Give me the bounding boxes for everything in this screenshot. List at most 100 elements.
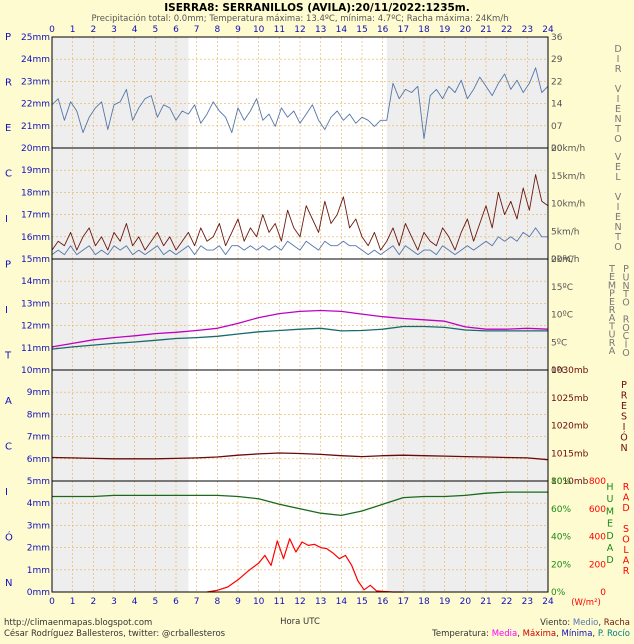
left-tick-0: 25mm — [21, 33, 50, 43]
right-title-vel-char-0: V — [615, 152, 622, 163]
right-tick-pres-3: 1015mb — [551, 449, 589, 459]
right-title-temp-char-1: E — [609, 272, 615, 283]
series-temp-min — [51, 325, 548, 350]
right-title-humedad-char-0: H — [606, 482, 613, 493]
right-tick-hum-1: 60% — [551, 505, 571, 515]
legend-sep-1: , — [598, 618, 603, 628]
x-tick-bottom-7: 7 — [194, 597, 200, 607]
right-title-temp-char-10: A — [609, 346, 616, 357]
right-tick-dir-1: 29 — [551, 55, 563, 65]
x-tick-top-18: 18 — [418, 25, 430, 35]
x-tick-bottom-21: 21 — [480, 597, 491, 607]
left-tick-3: 22mm — [21, 100, 50, 110]
x-tick-top-15: 15 — [356, 25, 367, 35]
legend-temp: Temperatura: Media, Máxima, Mínima, P. R… — [431, 629, 630, 639]
chart-subtitle: Precipitación total: 0.0mm; Temperatura … — [92, 13, 509, 24]
series-temp-max — [51, 309, 549, 348]
left-tick-5: 20mm — [21, 144, 50, 154]
right-tick-hum-4: 0% — [551, 588, 566, 598]
right-title-rocio-char-6: R — [623, 314, 630, 325]
right-title-temp-char-4: E — [609, 297, 615, 308]
x-tick-bottom-19: 19 — [439, 597, 451, 607]
right-title-rocio-char-4: O — [622, 298, 629, 309]
left-tick-12: 13mm — [21, 299, 50, 309]
left-letter-5: P — [5, 260, 11, 271]
right-title-vel-char-2: L — [615, 172, 621, 183]
right-title-rad-char-8: R — [623, 566, 630, 577]
right-tick-pres-1: 1025mb — [551, 394, 589, 404]
right-title-rocio-char-0: P — [623, 264, 629, 275]
right-tick-temp-2: 10ºC — [551, 311, 573, 321]
left-letter-12: N — [5, 578, 12, 589]
left-letter-11: Ó — [5, 531, 13, 544]
series-wind-mean — [51, 227, 548, 256]
left-tick-22: 3mm — [27, 521, 50, 531]
left-tick-19: 6mm — [27, 455, 50, 465]
x-tick-top-19: 19 — [439, 25, 451, 35]
left-letter-9: C — [5, 442, 12, 453]
series-pressure — [51, 452, 549, 461]
left-letter-1: R — [5, 78, 12, 89]
right-title-rad-char-5: O — [622, 535, 629, 546]
right-title-presion-char-0: P — [621, 380, 627, 391]
right-title-presion-char-3: S — [621, 412, 627, 423]
x-tick-bottom-22: 22 — [501, 597, 512, 607]
series-wind-gust — [51, 174, 549, 251]
right-title-presion-char-6: N — [620, 443, 627, 454]
x-tick-bottom-11: 11 — [274, 597, 285, 607]
x-tick-bottom-24: 24 — [542, 597, 554, 607]
footer-blog: http://climaenmapas.blogspot.com — [4, 618, 152, 628]
left-tick-18: 7mm — [27, 433, 50, 443]
right-title-humedad-char-6: D — [606, 555, 613, 566]
right-tick-rad-4: 0 — [600, 588, 606, 598]
x-tick-top-14: 14 — [336, 25, 348, 35]
right-tick-temp-1: 15ºC — [551, 283, 573, 293]
right-tick-rad-3: 200 — [589, 560, 606, 570]
series-wind-dir — [51, 67, 549, 140]
left-tick-15: 10mm — [21, 366, 50, 376]
x-tick-top-16: 16 — [377, 25, 389, 35]
left-tick-8: 17mm — [21, 211, 50, 221]
right-tick-rad-2: 400 — [589, 533, 606, 543]
left-letter-3: C — [5, 169, 12, 180]
rad-unit: (W/m²) — [571, 598, 601, 608]
x-tick-bottom-13: 13 — [315, 597, 326, 607]
right-title-presion-char-4: I — [623, 422, 626, 433]
right-title-vel-char-8: T — [614, 232, 621, 243]
right-tick-pres-4: 1010mb — [551, 477, 589, 487]
right-tick-rad-0: 800 — [589, 477, 606, 487]
left-tick-6: 19mm — [21, 166, 50, 176]
right-tick-pres-0: 1030mb — [551, 366, 589, 376]
left-tick-4: 21mm — [21, 122, 50, 132]
night-shade-1 — [386, 37, 548, 592]
right-title-vel-char-9: O — [614, 242, 621, 253]
right-title-rocio-char-10: O — [622, 348, 629, 359]
x-tick-top-3: 3 — [111, 25, 117, 35]
left-tick-7: 18mm — [21, 188, 50, 198]
x-tick-bottom-0: 0 — [49, 597, 55, 607]
left-tick-25: 0mm — [27, 588, 50, 598]
left-tick-16: 9mm — [27, 388, 50, 398]
right-title-vel-char-4: V — [615, 192, 622, 203]
left-axis-title: P R E C I P I T A C I Ó N — [4, 32, 13, 589]
right-tick-dir-3: 14 — [551, 100, 563, 110]
legend-wind-racha: Racha — [604, 618, 630, 628]
x-tick-top-12: 12 — [294, 25, 305, 35]
right-tick-vel-2: 10km/h — [551, 200, 585, 210]
x-axis-label: Hora UTC — [280, 617, 320, 627]
right-title-humedad-char-4: D — [606, 531, 613, 542]
x-tick-bottom-8: 8 — [214, 597, 220, 607]
left-tick-23: 2mm — [27, 544, 50, 554]
left-tick-2: 23mm — [21, 77, 50, 87]
left-tick-9: 16mm — [21, 233, 50, 243]
right-title-temp-char-5: R — [609, 305, 616, 316]
x-tick-top-24: 24 — [542, 25, 554, 35]
x-tick-top-6: 6 — [173, 25, 179, 35]
x-tick-bottom-15: 15 — [356, 597, 367, 607]
right-title-rocio-char-9: Í — [625, 339, 628, 351]
left-tick-24: 1mm — [27, 566, 50, 576]
